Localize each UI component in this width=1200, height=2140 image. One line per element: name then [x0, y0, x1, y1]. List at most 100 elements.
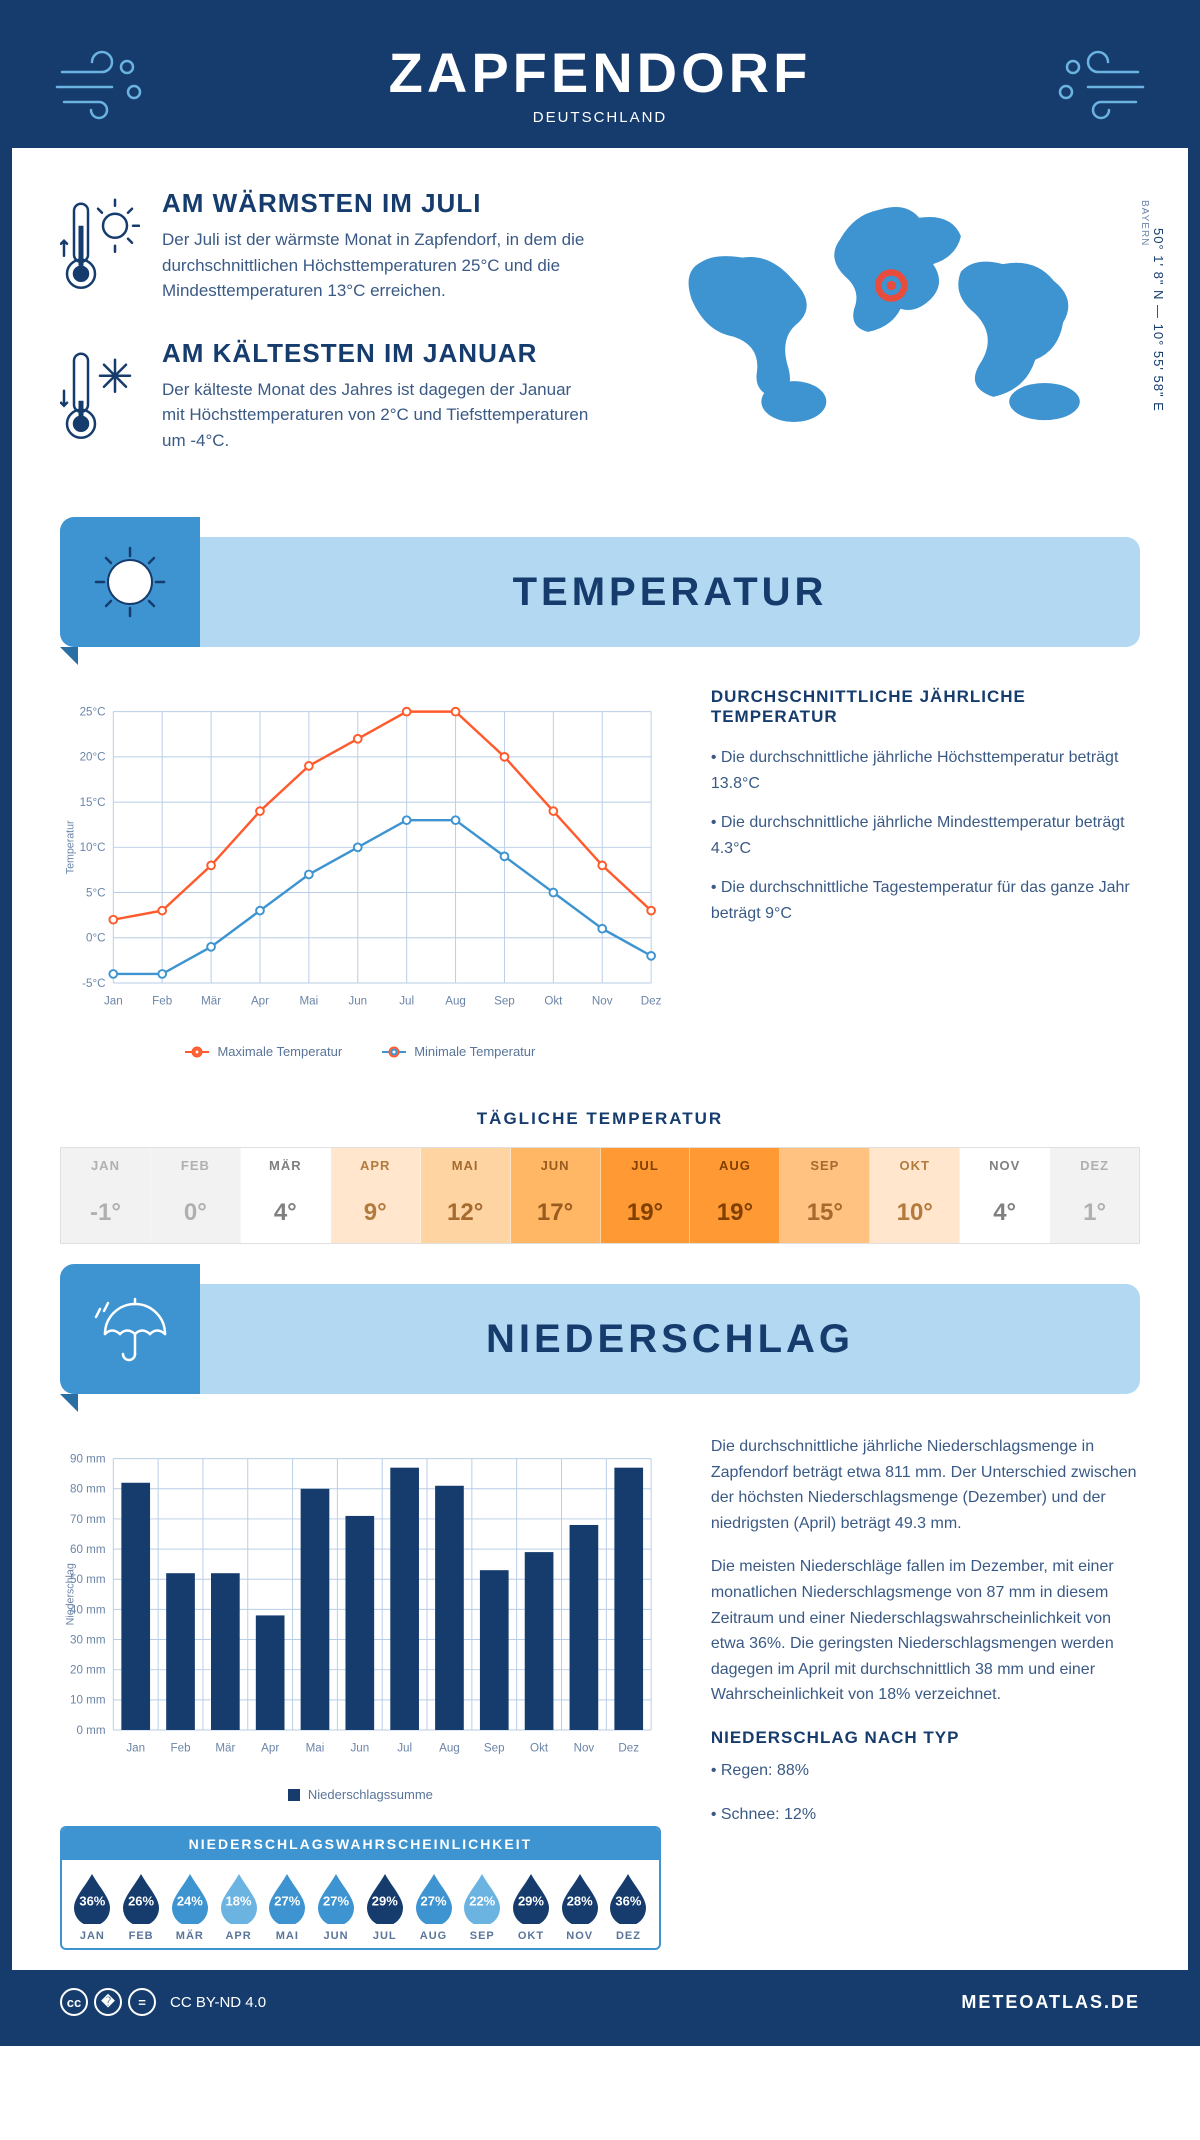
- raindrop-icon: 27%: [265, 1872, 309, 1924]
- daily-temp-title: TÄGLICHE TEMPERATUR: [12, 1109, 1188, 1129]
- svg-text:20 mm: 20 mm: [70, 1664, 105, 1677]
- svg-text:0°C: 0°C: [86, 932, 105, 945]
- raindrop-icon: 26%: [119, 1872, 163, 1924]
- daily-cell: JUL19°: [601, 1148, 691, 1243]
- svg-text:25°C: 25°C: [80, 706, 106, 719]
- probability-cell: 26% FEB: [117, 1872, 166, 1942]
- precip-type-title: NIEDERSCHLAG NACH TYP: [711, 1728, 1140, 1748]
- page-title: ZAPFENDORF: [12, 40, 1188, 105]
- raindrop-icon: 28%: [558, 1872, 602, 1924]
- infographic-frame: ZAPFENDORF DEUTSCHLAND AM WÄRMSTEN IM JU…: [0, 0, 1200, 2046]
- svg-text:90 mm: 90 mm: [70, 1453, 105, 1466]
- world-map-icon: [633, 188, 1140, 448]
- svg-text:80 mm: 80 mm: [70, 1483, 105, 1496]
- daily-cell: SEP15°: [780, 1148, 870, 1243]
- probability-cell: 24% MÄR: [165, 1872, 214, 1942]
- legend-max: Maximale Temperatur: [217, 1044, 342, 1059]
- svg-text:Mär: Mär: [215, 1741, 235, 1754]
- raindrop-icon: 27%: [412, 1872, 456, 1924]
- svg-text:Mai: Mai: [300, 994, 319, 1007]
- section-banner-temperature: TEMPERATUR: [60, 537, 1140, 647]
- svg-text:Aug: Aug: [439, 1741, 460, 1754]
- svg-text:10 mm: 10 mm: [70, 1694, 105, 1707]
- svg-text:-5°C: -5°C: [82, 977, 105, 990]
- daily-cell: AUG19°: [690, 1148, 780, 1243]
- svg-text:5°C: 5°C: [86, 886, 105, 899]
- precip-p2: Die meisten Niederschläge fallen im Deze…: [711, 1554, 1140, 1708]
- raindrop-icon: 29%: [363, 1872, 407, 1924]
- svg-text:Dez: Dez: [641, 994, 661, 1007]
- temp-bullet-3: • Die durchschnittliche Tagestemperatur …: [711, 875, 1140, 926]
- svg-text:Okt: Okt: [544, 994, 563, 1007]
- daily-cell: MAI12°: [421, 1148, 511, 1243]
- probability-title: NIEDERSCHLAGSWAHRSCHEINLICHKEIT: [62, 1828, 659, 1860]
- daily-cell: NOV4°: [960, 1148, 1050, 1243]
- license-label: CC BY-ND 4.0: [170, 1994, 266, 2011]
- precipitation-bar-chart: 0 mm10 mm20 mm30 mm40 mm50 mm60 mm70 mm8…: [60, 1434, 661, 1779]
- svg-text:Mai: Mai: [306, 1741, 325, 1754]
- svg-text:30 mm: 30 mm: [70, 1633, 105, 1646]
- svg-text:Jun: Jun: [350, 1741, 369, 1754]
- header: ZAPFENDORF DEUTSCHLAND: [12, 12, 1188, 148]
- daily-cell: OKT10°: [870, 1148, 960, 1243]
- fact-warm: AM WÄRMSTEN IM JULI Der Juli ist der wär…: [60, 188, 593, 304]
- site-name: METEOATLAS.DE: [961, 1992, 1140, 2013]
- footer: cc�= CC BY-ND 4.0 METEOATLAS.DE: [12, 1970, 1188, 2034]
- probability-cell: 27% JUN: [312, 1872, 361, 1942]
- probability-cell: 29% OKT: [507, 1872, 556, 1942]
- svg-text:Jul: Jul: [397, 1741, 412, 1754]
- svg-text:Temperatur: Temperatur: [65, 820, 77, 874]
- fact-cold-title: AM KÄLTESTEN IM JANUAR: [162, 338, 593, 369]
- temperature-summary: DURCHSCHNITTLICHE JÄHRLICHE TEMPERATUR •…: [711, 687, 1140, 1059]
- svg-text:15°C: 15°C: [80, 796, 106, 809]
- svg-text:Nov: Nov: [592, 994, 613, 1007]
- svg-text:Sep: Sep: [494, 994, 515, 1007]
- raindrop-icon: 29%: [509, 1872, 553, 1924]
- raindrop-icon: 22%: [460, 1872, 504, 1924]
- probability-cell: 27% MAI: [263, 1872, 312, 1942]
- temperature-line-chart: -5°C0°C5°C10°C15°C20°C25°CJanFebMärAprMa…: [60, 687, 661, 1059]
- probability-cell: 27% AUG: [409, 1872, 458, 1942]
- svg-text:70 mm: 70 mm: [70, 1513, 105, 1526]
- probability-cell: 36% JAN: [68, 1872, 117, 1942]
- svg-text:Sep: Sep: [484, 1741, 505, 1754]
- raindrop-icon: 36%: [70, 1872, 114, 1924]
- svg-text:60 mm: 60 mm: [70, 1543, 105, 1556]
- svg-text:Jun: Jun: [348, 994, 367, 1007]
- coordinates: 50° 1' 8" N — 10° 55' 58" E: [1151, 228, 1166, 412]
- raindrop-icon: 18%: [217, 1872, 261, 1924]
- svg-text:Niederschlag: Niederschlag: [65, 1563, 77, 1625]
- svg-text:Feb: Feb: [171, 1741, 191, 1754]
- svg-text:Dez: Dez: [618, 1741, 639, 1754]
- umbrella-icon: [90, 1289, 170, 1369]
- precip-p1: Die durchschnittliche jährliche Niedersc…: [711, 1434, 1140, 1536]
- svg-text:Nov: Nov: [574, 1741, 595, 1754]
- svg-text:Feb: Feb: [152, 994, 172, 1007]
- top-info: AM WÄRMSTEN IM JULI Der Juli ist der wär…: [12, 148, 1188, 517]
- fact-cold: AM KÄLTESTEN IM JANUAR Der kälteste Mona…: [60, 338, 593, 454]
- raindrop-icon: 36%: [606, 1872, 650, 1924]
- svg-text:Jan: Jan: [104, 994, 123, 1007]
- fact-warm-text: Der Juli ist der wärmste Monat in Zapfen…: [162, 227, 593, 304]
- thermometer-snow-icon: [60, 338, 140, 454]
- svg-text:10°C: 10°C: [80, 841, 106, 854]
- precip-type-2: • Schnee: 12%: [711, 1802, 1140, 1828]
- probability-cell: 22% SEP: [458, 1872, 507, 1942]
- precip-legend: Niederschlagssumme: [308, 1787, 433, 1802]
- country-label: DEUTSCHLAND: [12, 109, 1188, 126]
- svg-text:Jul: Jul: [399, 994, 414, 1007]
- temp-bullet-1: • Die durchschnittliche jährliche Höchst…: [711, 745, 1140, 796]
- probability-box: NIEDERSCHLAGSWAHRSCHEINLICHKEIT 36% JAN …: [60, 1826, 661, 1950]
- fact-warm-title: AM WÄRMSTEN IM JULI: [162, 188, 593, 219]
- cc-icons: cc�=: [60, 1988, 156, 2016]
- raindrop-icon: 27%: [314, 1872, 358, 1924]
- temp-text-title: DURCHSCHNITTLICHE JÄHRLICHE TEMPERATUR: [711, 687, 1140, 727]
- daily-cell: DEZ1°: [1050, 1148, 1139, 1243]
- svg-text:Jan: Jan: [126, 1741, 145, 1754]
- daily-cell: MÄR4°: [241, 1148, 331, 1243]
- svg-text:Apr: Apr: [251, 994, 269, 1007]
- wind-icon: [52, 42, 152, 122]
- svg-text:Mär: Mär: [201, 994, 221, 1007]
- region-label: BAYERN: [1139, 200, 1150, 246]
- daily-cell: JAN-1°: [61, 1148, 151, 1243]
